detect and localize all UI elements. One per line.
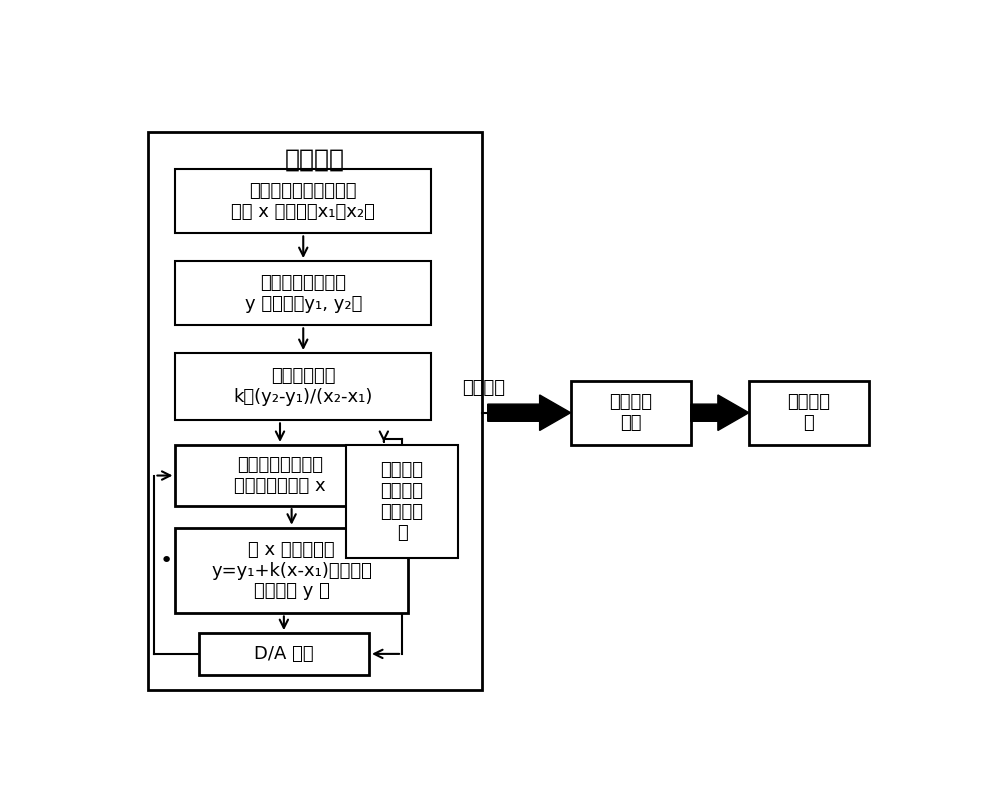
Text: D/A 转换: D/A 转换: [254, 645, 314, 663]
Polygon shape: [488, 395, 571, 431]
FancyBboxPatch shape: [175, 169, 431, 233]
FancyBboxPatch shape: [175, 445, 385, 506]
Text: 设定激光功率参数
y 的范围（y₁, y₂）: 设定激光功率参数 y 的范围（y₁, y₂）: [245, 274, 362, 313]
FancyBboxPatch shape: [175, 353, 431, 420]
FancyBboxPatch shape: [346, 445, 458, 558]
FancyBboxPatch shape: [199, 633, 369, 675]
Text: 激光照明
器: 激光照明 器: [787, 393, 830, 432]
FancyBboxPatch shape: [175, 261, 431, 326]
Text: 激光控制
电路: 激光控制 电路: [609, 393, 652, 432]
Text: 将 x 値代入公式
y=y₁+k(x-x₁)得出激光
功率参数 y 値: 将 x 値代入公式 y=y₁+k(x-x₁)得出激光 功率参数 y 値: [211, 540, 372, 600]
FancyBboxPatch shape: [749, 380, 869, 445]
FancyBboxPatch shape: [571, 380, 691, 445]
Text: 主控模块: 主控模块: [285, 148, 345, 172]
Text: 模拟电压: 模拟电压: [462, 380, 505, 397]
FancyBboxPatch shape: [175, 528, 408, 614]
FancyBboxPatch shape: [148, 132, 482, 690]
Text: •: •: [159, 552, 173, 572]
Text: 刚上电时获取摄像机变
倍値 x 的范围（x₁，x₂）: 刚上电时获取摄像机变 倍値 x 的范围（x₁，x₂）: [231, 181, 375, 220]
Text: 计算线性关系
k＝(y₂-y₁)/(x₂-x₁): 计算线性关系 k＝(y₂-y₁)/(x₂-x₁): [234, 367, 373, 406]
Polygon shape: [691, 395, 749, 431]
Text: 镜头变倍时实时获
取摄像机变倍値 x: 镜头变倍时实时获 取摄像机变倍値 x: [234, 456, 326, 495]
Text: 收到后台
发出的功
率调整指
令: 收到后台 发出的功 率调整指 令: [381, 462, 424, 542]
